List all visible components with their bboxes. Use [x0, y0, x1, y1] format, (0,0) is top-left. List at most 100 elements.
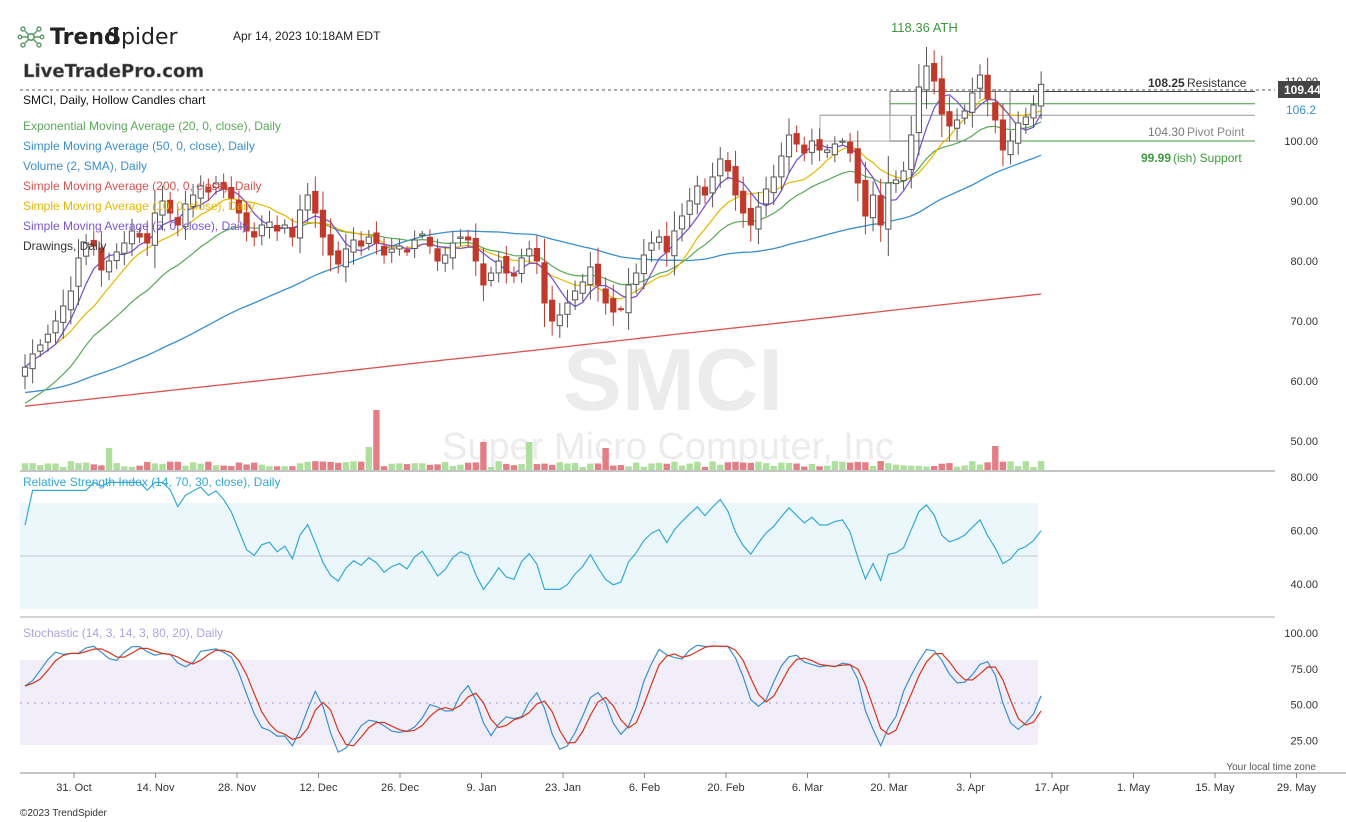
- volume-bar: [885, 463, 892, 470]
- support-value: 99.99: [1141, 151, 1171, 165]
- x-tick-label: 3. Apr: [956, 782, 985, 794]
- volume-bar: [503, 463, 510, 470]
- stoch-tick: 100.00: [1284, 628, 1318, 640]
- volume-bar: [808, 463, 816, 470]
- candle-body: [541, 262, 548, 304]
- candle-body: [52, 320, 59, 334]
- candle-body: [526, 248, 533, 257]
- candle-body: [396, 245, 403, 250]
- candle-body: [266, 221, 273, 228]
- candle-body: [564, 302, 571, 315]
- volume-bar: [98, 465, 105, 470]
- volume-bar: [1037, 461, 1045, 470]
- volume-bar: [930, 466, 938, 470]
- x-tick-label: 26. Dec: [381, 782, 419, 794]
- candle-body: [75, 257, 82, 287]
- volume-bar: [29, 463, 36, 470]
- candle-body: [877, 195, 884, 226]
- brand-bold: Trend: [50, 25, 120, 50]
- candle-body: [915, 86, 922, 134]
- candle-body: [587, 266, 594, 286]
- copyright: ©2023 TrendSpider: [20, 808, 108, 819]
- volume-bar: [251, 462, 258, 470]
- volume-bar: [396, 463, 403, 470]
- volume-bar: [717, 464, 724, 470]
- candle-body: [388, 248, 395, 253]
- volume-bar: [105, 448, 113, 470]
- pivot-value: 104.30: [1148, 125, 1185, 139]
- candle-body: [442, 254, 449, 264]
- candle-body: [212, 182, 220, 189]
- candle-body: [938, 78, 945, 115]
- ath-label: 118.36 ATH: [891, 20, 958, 35]
- candle-body: [885, 182, 892, 230]
- livetradepro-logo: LiveTradePro.com: [23, 61, 204, 82]
- volume-bar: [258, 464, 266, 470]
- volume-bar: [365, 447, 372, 470]
- candle-body: [449, 242, 456, 259]
- x-tick-label: 9. Jan: [467, 782, 497, 794]
- volume-bar: [357, 461, 365, 470]
- volume-bar: [121, 466, 128, 470]
- moving-average-lines: [24, 94, 1042, 407]
- candle-body: [648, 242, 655, 251]
- chart-title: SMCI, Daily, Hollow Candles chart: [23, 93, 206, 107]
- volume-bar: [75, 463, 82, 470]
- candle-body: [319, 209, 327, 238]
- candle-body: [228, 187, 235, 199]
- volume-bar: [556, 462, 563, 470]
- candle-body: [732, 166, 739, 196]
- rsi-tick: 60.00: [1290, 526, 1318, 538]
- x-tick-label: 1. May: [1117, 782, 1151, 794]
- candle-body: [510, 273, 518, 277]
- candle-body: [197, 185, 204, 199]
- volume-bar: [480, 442, 487, 470]
- x-tick-label: 20. Mar: [870, 782, 908, 794]
- candle-body: [617, 308, 625, 311]
- candle-body: [503, 255, 510, 274]
- volume-bar: [235, 462, 243, 470]
- candle-body: [258, 224, 265, 237]
- volume-bar: [946, 463, 953, 470]
- volume-bar: [487, 466, 495, 470]
- candles[interactable]: [21, 47, 1045, 390]
- volume-bar: [610, 465, 617, 470]
- drawing-levels[interactable]: [20, 89, 1275, 142]
- x-tick-label: 15. May: [1195, 782, 1235, 794]
- second-price-text: 106.2: [1286, 103, 1316, 117]
- candle-body: [579, 281, 586, 294]
- volume-bar: [403, 464, 411, 470]
- candle-body: [1007, 140, 1014, 156]
- candle-body: [105, 260, 113, 273]
- candle-body: [296, 209, 304, 239]
- indicator-legend[interactable]: Exponential Moving Average (20, 0, close…: [23, 119, 281, 253]
- legend-item: Simple Moving Average (200, 0, close), D…: [23, 179, 262, 193]
- volume-bar: [709, 461, 716, 470]
- volume-bar: [915, 465, 923, 470]
- volume-bar: [426, 464, 434, 470]
- volume-bar: [854, 461, 861, 470]
- volume-bar: [526, 442, 533, 470]
- volume-bar: [571, 463, 579, 470]
- candle-body: [747, 207, 754, 226]
- volume-bar: [724, 462, 732, 470]
- candle-body: [923, 65, 930, 91]
- x-tick-label: 23. Jan: [545, 782, 581, 794]
- volume-bar: [319, 461, 327, 470]
- volume-bar: [21, 463, 29, 470]
- candle-body: [663, 235, 670, 253]
- candle-body: [1022, 116, 1029, 125]
- candle-body: [946, 111, 953, 127]
- candle-body: [892, 179, 900, 185]
- candle-body: [174, 217, 181, 226]
- volume-bar: [686, 463, 693, 470]
- trendspider-logo[interactable]: Trend Spider: [17, 25, 179, 50]
- candle-body: [289, 227, 296, 238]
- volume-bar: [113, 463, 120, 470]
- candle-body: [380, 245, 388, 256]
- candle-body: [434, 248, 441, 262]
- price-tick: 50.00: [1290, 436, 1318, 448]
- candle-body: [98, 247, 105, 271]
- candle-body: [724, 160, 731, 172]
